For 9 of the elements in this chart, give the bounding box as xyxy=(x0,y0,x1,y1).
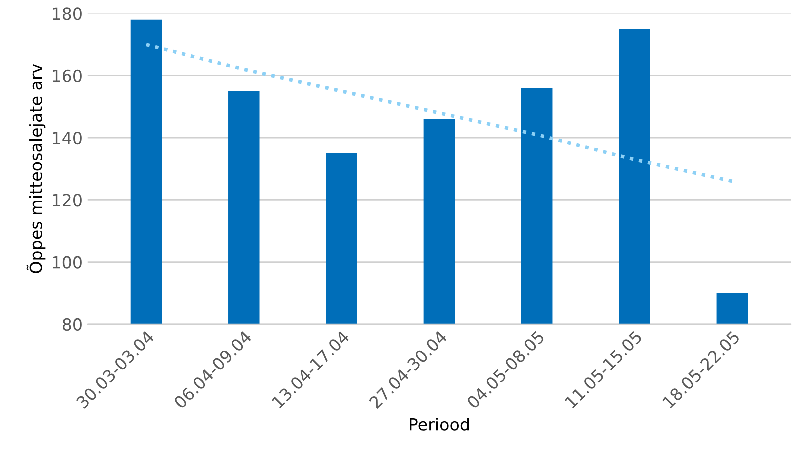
y-tick-label: 140 xyxy=(53,132,82,145)
y-axis-title: Õppes mitteosalejate arv xyxy=(26,64,46,274)
y-tick-label: 80 xyxy=(62,318,82,332)
x-axis-title: Periood xyxy=(410,418,470,431)
line-series xyxy=(144,43,734,184)
y-tick-label: 160 xyxy=(53,70,82,82)
y-tick-label: 120 xyxy=(53,194,82,207)
y-tick-label: 100 xyxy=(53,256,82,269)
y-tick-label: 180 xyxy=(53,8,82,20)
